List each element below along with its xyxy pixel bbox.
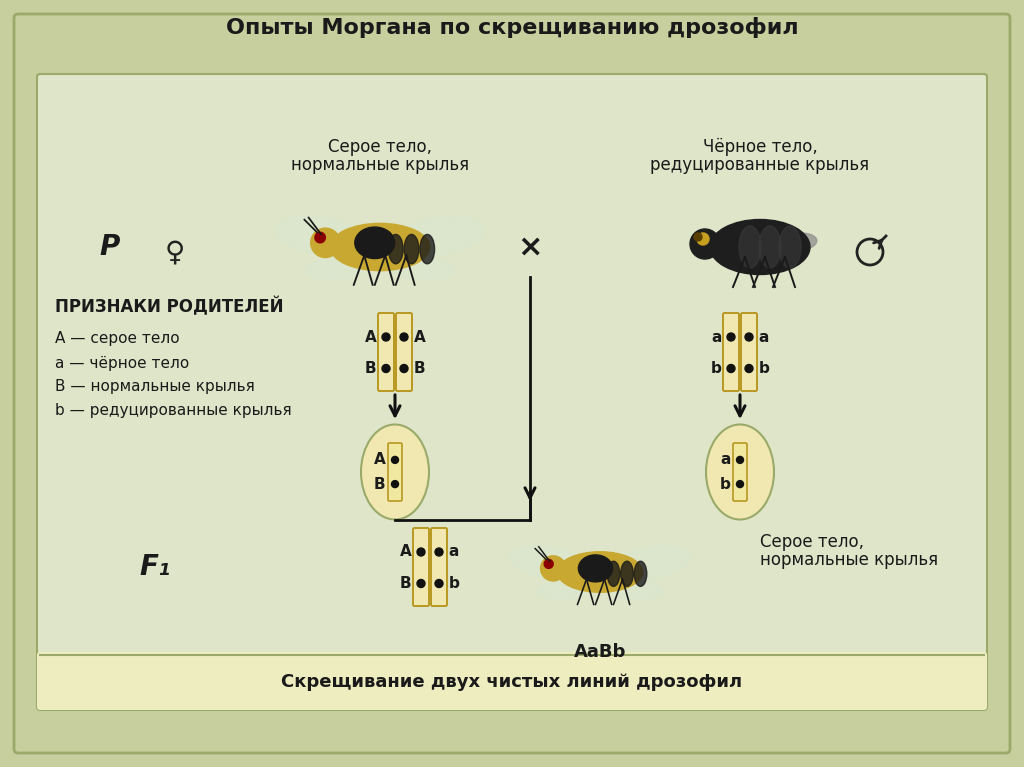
Circle shape	[315, 232, 326, 243]
FancyBboxPatch shape	[37, 74, 987, 710]
Circle shape	[310, 228, 340, 258]
Text: Серое тело,: Серое тело,	[328, 138, 432, 156]
Text: b: b	[759, 361, 769, 376]
Ellipse shape	[779, 226, 801, 268]
Circle shape	[435, 548, 443, 556]
Ellipse shape	[511, 546, 591, 580]
Text: a — чёрное тело: a — чёрное тело	[55, 355, 189, 370]
Text: P: P	[99, 233, 120, 261]
FancyBboxPatch shape	[388, 443, 402, 501]
Ellipse shape	[779, 233, 817, 251]
Text: B: B	[400, 576, 412, 591]
Ellipse shape	[607, 561, 620, 587]
Text: A — серое тело: A — серое тело	[55, 331, 179, 347]
Text: A: A	[374, 453, 385, 467]
Text: AaBb: AaBb	[573, 643, 627, 661]
Text: F₁: F₁	[139, 553, 171, 581]
Circle shape	[697, 233, 709, 245]
Text: Опыты Моргана по скрещиванию дрозофил: Опыты Моргана по скрещиванию дрозофил	[225, 17, 799, 38]
Circle shape	[544, 559, 553, 568]
Ellipse shape	[739, 226, 761, 268]
Text: b: b	[711, 361, 722, 376]
Ellipse shape	[404, 235, 419, 264]
FancyBboxPatch shape	[723, 313, 739, 391]
Text: a: a	[449, 545, 459, 559]
Text: нормальные крылья: нормальные крылья	[760, 551, 938, 569]
Text: ПРИЗНАКИ РОДИТЕЛЕЙ: ПРИЗНАКИ РОДИТЕЛЕЙ	[55, 298, 284, 317]
Ellipse shape	[759, 226, 781, 268]
Text: a: a	[720, 453, 730, 467]
Text: a: a	[759, 330, 769, 344]
Circle shape	[736, 456, 743, 463]
Ellipse shape	[306, 256, 370, 280]
Ellipse shape	[557, 551, 643, 592]
Text: A: A	[414, 330, 425, 344]
Circle shape	[435, 580, 443, 588]
Ellipse shape	[710, 219, 810, 275]
Circle shape	[400, 364, 408, 373]
Text: ♀: ♀	[165, 238, 185, 266]
Circle shape	[727, 333, 735, 341]
Circle shape	[694, 233, 702, 241]
FancyBboxPatch shape	[396, 313, 412, 391]
Text: A: A	[399, 545, 412, 559]
Ellipse shape	[579, 555, 612, 582]
Circle shape	[391, 456, 398, 463]
Circle shape	[745, 364, 753, 373]
Text: B: B	[414, 361, 425, 376]
Text: a: a	[711, 330, 722, 344]
Circle shape	[382, 364, 390, 373]
Text: b — редуцированные крылья: b — редуцированные крылья	[55, 403, 292, 419]
Circle shape	[736, 481, 743, 488]
Circle shape	[727, 364, 735, 373]
Circle shape	[391, 481, 398, 488]
Text: B — нормальные крылья: B — нормальные крылья	[55, 380, 255, 394]
Ellipse shape	[388, 235, 403, 264]
Text: Серое тело,: Серое тело,	[760, 533, 864, 551]
Ellipse shape	[706, 424, 774, 519]
FancyBboxPatch shape	[431, 528, 447, 606]
FancyBboxPatch shape	[741, 313, 757, 391]
Text: ×: ×	[517, 232, 543, 262]
Ellipse shape	[275, 216, 369, 256]
Ellipse shape	[420, 235, 434, 264]
FancyBboxPatch shape	[733, 443, 746, 501]
Circle shape	[541, 556, 566, 581]
Circle shape	[690, 229, 720, 259]
Ellipse shape	[390, 256, 454, 280]
Circle shape	[417, 548, 425, 556]
FancyBboxPatch shape	[37, 652, 987, 710]
Text: B: B	[374, 476, 385, 492]
Ellipse shape	[703, 233, 741, 251]
Ellipse shape	[330, 223, 430, 271]
FancyBboxPatch shape	[14, 14, 1010, 753]
Ellipse shape	[354, 227, 394, 258]
Text: b: b	[449, 576, 460, 591]
Ellipse shape	[391, 216, 484, 256]
Circle shape	[417, 580, 425, 588]
Ellipse shape	[609, 546, 689, 580]
Ellipse shape	[609, 580, 663, 600]
Circle shape	[400, 333, 408, 341]
Circle shape	[745, 333, 753, 341]
Text: b: b	[720, 476, 730, 492]
Text: B: B	[365, 361, 377, 376]
Ellipse shape	[621, 561, 633, 587]
Ellipse shape	[634, 561, 647, 587]
Text: редуцированные крылья: редуцированные крылья	[650, 156, 869, 174]
Circle shape	[382, 333, 390, 341]
FancyBboxPatch shape	[413, 528, 429, 606]
Text: Чёрное тело,: Чёрное тело,	[702, 138, 817, 156]
Ellipse shape	[538, 580, 591, 600]
Ellipse shape	[361, 424, 429, 519]
Text: A: A	[365, 330, 377, 344]
FancyBboxPatch shape	[378, 313, 394, 391]
Text: Скрещивание двух чистых линий дрозофил: Скрещивание двух чистых линий дрозофил	[282, 673, 742, 691]
Text: нормальные крылья: нормальные крылья	[291, 156, 469, 174]
